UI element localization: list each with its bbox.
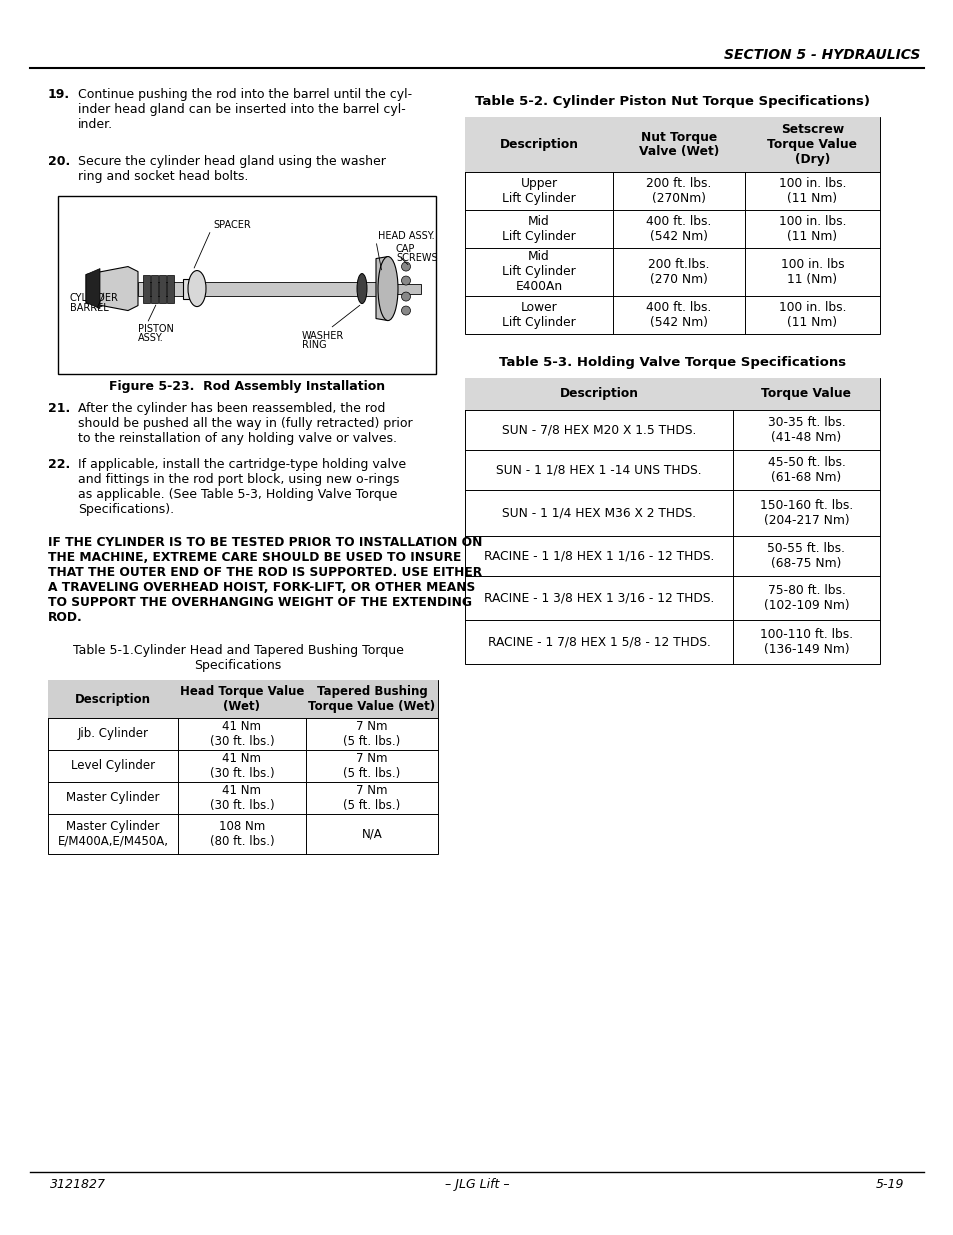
Text: 7 Nm
(5 ft. lbs.): 7 Nm (5 ft. lbs.) bbox=[343, 720, 400, 748]
Circle shape bbox=[401, 277, 410, 285]
Text: 400 ft. lbs.
(542 Nm): 400 ft. lbs. (542 Nm) bbox=[645, 301, 711, 329]
Text: If applicable, install the cartridge-type holding valve
and fittings in the rod : If applicable, install the cartridge-typ… bbox=[78, 458, 406, 516]
Bar bbox=[464, 117, 879, 172]
Ellipse shape bbox=[188, 270, 206, 306]
Text: 7 Nm
(5 ft. lbs.): 7 Nm (5 ft. lbs.) bbox=[343, 752, 400, 781]
Text: IF THE CYLINDER IS TO BE TESTED PRIOR TO INSTALLATION ON
THE MACHINE, EXTREME CA: IF THE CYLINDER IS TO BE TESTED PRIOR TO… bbox=[48, 536, 482, 624]
Text: SUN - 1 1/8 HEX 1 -14 UNS THDS.: SUN - 1 1/8 HEX 1 -14 UNS THDS. bbox=[496, 463, 701, 477]
Text: SPACER: SPACER bbox=[213, 220, 251, 230]
Text: Secure the cylinder head gland using the washer
ring and socket head bolts.: Secure the cylinder head gland using the… bbox=[78, 156, 385, 183]
Polygon shape bbox=[86, 267, 138, 310]
Bar bbox=[183, 279, 196, 299]
Text: 20.: 20. bbox=[48, 156, 71, 168]
Text: CYLINDER: CYLINDER bbox=[70, 293, 119, 303]
Text: Level Cylinder: Level Cylinder bbox=[71, 760, 155, 773]
Circle shape bbox=[401, 291, 410, 301]
Text: RACINE - 1 7/8 HEX 1 5/8 - 12 THDS.: RACINE - 1 7/8 HEX 1 5/8 - 12 THDS. bbox=[487, 636, 710, 648]
Text: PISTON: PISTON bbox=[138, 324, 173, 333]
Polygon shape bbox=[86, 268, 100, 309]
Text: 100 in. lbs.
(11 Nm): 100 in. lbs. (11 Nm) bbox=[778, 177, 845, 205]
Circle shape bbox=[401, 306, 410, 315]
Bar bbox=[159, 274, 166, 303]
Text: – JLG Lift –: – JLG Lift – bbox=[444, 1178, 509, 1191]
Bar bbox=[138, 282, 375, 295]
Bar bbox=[464, 378, 879, 664]
Text: Tapered Bushing
Torque Value (Wet): Tapered Bushing Torque Value (Wet) bbox=[308, 685, 436, 713]
Text: 150-160 ft. lbs.
(204-217 Nm): 150-160 ft. lbs. (204-217 Nm) bbox=[760, 499, 852, 527]
Text: Continue pushing the rod into the barrel until the cyl-
inder head gland can be : Continue pushing the rod into the barrel… bbox=[78, 88, 412, 131]
Text: 22.: 22. bbox=[48, 458, 71, 471]
Text: 108 Nm
(80 ft. lbs.): 108 Nm (80 ft. lbs.) bbox=[210, 820, 274, 848]
Bar bbox=[143, 274, 150, 303]
Text: Table 5-2. Cylinder Piston Nut Torque Specifications): Table 5-2. Cylinder Piston Nut Torque Sp… bbox=[475, 95, 869, 107]
Text: SUN - 7/8 HEX M20 X 1.5 THDS.: SUN - 7/8 HEX M20 X 1.5 THDS. bbox=[501, 424, 696, 436]
Text: RACINE - 1 3/8 HEX 1 3/16 - 12 THDS.: RACINE - 1 3/8 HEX 1 3/16 - 12 THDS. bbox=[483, 592, 714, 604]
Text: 41 Nm
(30 ft. lbs.): 41 Nm (30 ft. lbs.) bbox=[210, 720, 274, 748]
Text: 200 ft. lbs.
(270Nm): 200 ft. lbs. (270Nm) bbox=[645, 177, 711, 205]
Text: N/A: N/A bbox=[361, 827, 382, 841]
Text: Description: Description bbox=[75, 693, 151, 705]
Text: HEAD ASSY.: HEAD ASSY. bbox=[377, 231, 435, 241]
Text: Description: Description bbox=[499, 138, 578, 151]
Text: Master Cylinder: Master Cylinder bbox=[66, 792, 159, 804]
Text: Nut Torque
Valve (Wet): Nut Torque Valve (Wet) bbox=[639, 131, 719, 158]
Text: Description: Description bbox=[558, 388, 638, 400]
Text: SECTION 5 - HYDRAULICS: SECTION 5 - HYDRAULICS bbox=[723, 48, 919, 62]
Bar bbox=[48, 680, 437, 853]
Text: Setscrew
Torque Value
(Dry): Setscrew Torque Value (Dry) bbox=[767, 124, 857, 165]
Text: SUN - 1 1/4 HEX M36 X 2 THDS.: SUN - 1 1/4 HEX M36 X 2 THDS. bbox=[501, 506, 696, 520]
Text: Table 5-1.Cylinder Head and Tapered Bushing Torque
Specifications: Table 5-1.Cylinder Head and Tapered Bush… bbox=[72, 643, 403, 672]
Polygon shape bbox=[375, 257, 388, 321]
Text: RACINE - 1 1/8 HEX 1 1/16 - 12 THDS.: RACINE - 1 1/8 HEX 1 1/16 - 12 THDS. bbox=[483, 550, 714, 562]
Text: 200 ft.lbs.
(270 Nm): 200 ft.lbs. (270 Nm) bbox=[648, 258, 709, 287]
Text: SCREWS: SCREWS bbox=[395, 253, 437, 263]
Text: ASSY.: ASSY. bbox=[138, 332, 164, 342]
Text: 41 Nm
(30 ft. lbs.): 41 Nm (30 ft. lbs.) bbox=[210, 752, 274, 781]
Ellipse shape bbox=[356, 274, 367, 304]
Text: 5-19: 5-19 bbox=[875, 1178, 903, 1191]
Text: Mid
Lift Cylinder
E400An: Mid Lift Cylinder E400An bbox=[501, 251, 576, 294]
Text: 7 Nm
(5 ft. lbs.): 7 Nm (5 ft. lbs.) bbox=[343, 784, 400, 811]
Text: 41 Nm
(30 ft. lbs.): 41 Nm (30 ft. lbs.) bbox=[210, 784, 274, 811]
Text: 100-110 ft. lbs.
(136-149 Nm): 100-110 ft. lbs. (136-149 Nm) bbox=[760, 629, 852, 656]
Bar bbox=[167, 274, 173, 303]
Text: 19.: 19. bbox=[48, 88, 71, 101]
Text: Mid
Lift Cylinder: Mid Lift Cylinder bbox=[501, 215, 576, 243]
Text: 100 in. lbs.
(11 Nm): 100 in. lbs. (11 Nm) bbox=[778, 215, 845, 243]
Text: 100 in. lbs
11 (Nm): 100 in. lbs 11 (Nm) bbox=[780, 258, 843, 287]
Bar bbox=[58, 196, 436, 374]
Text: Head Torque Value
(Wet): Head Torque Value (Wet) bbox=[179, 685, 304, 713]
Text: 400 ft. lbs.
(542 Nm): 400 ft. lbs. (542 Nm) bbox=[645, 215, 711, 243]
Text: 50-55 ft. lbs.
(68-75 Nm): 50-55 ft. lbs. (68-75 Nm) bbox=[767, 542, 844, 571]
Text: 21.: 21. bbox=[48, 403, 71, 415]
Bar bbox=[395, 284, 420, 294]
Text: 45-50 ft. lbs.
(61-68 Nm): 45-50 ft. lbs. (61-68 Nm) bbox=[767, 456, 844, 484]
Circle shape bbox=[401, 262, 410, 270]
Bar bbox=[464, 117, 879, 333]
Text: RING: RING bbox=[302, 340, 326, 350]
Text: 75-80 ft. lbs.
(102-109 Nm): 75-80 ft. lbs. (102-109 Nm) bbox=[763, 584, 848, 613]
Text: Lower
Lift Cylinder: Lower Lift Cylinder bbox=[501, 301, 576, 329]
Text: Upper
Lift Cylinder: Upper Lift Cylinder bbox=[501, 177, 576, 205]
Ellipse shape bbox=[377, 257, 397, 321]
Bar bbox=[464, 378, 879, 410]
Text: Figure 5-23.  Rod Assembly Installation: Figure 5-23. Rod Assembly Installation bbox=[109, 380, 385, 393]
Text: 100 in. lbs.
(11 Nm): 100 in. lbs. (11 Nm) bbox=[778, 301, 845, 329]
Text: Jib. Cylinder: Jib. Cylinder bbox=[77, 727, 149, 741]
Text: Table 5-3. Holding Valve Torque Specifications: Table 5-3. Holding Valve Torque Specific… bbox=[498, 356, 845, 369]
Text: BARREL: BARREL bbox=[70, 303, 109, 312]
Text: 3121827: 3121827 bbox=[50, 1178, 106, 1191]
Text: Master Cylinder
E/M400A,E/M450A,: Master Cylinder E/M400A,E/M450A, bbox=[57, 820, 169, 848]
Bar bbox=[48, 680, 437, 718]
Text: WASHER: WASHER bbox=[302, 331, 344, 341]
Text: Torque Value: Torque Value bbox=[760, 388, 851, 400]
Bar bbox=[151, 274, 158, 303]
Text: CAP: CAP bbox=[395, 245, 415, 254]
Text: After the cylinder has been reassembled, the rod
should be pushed all the way in: After the cylinder has been reassembled,… bbox=[78, 403, 413, 445]
Text: 30-35 ft. lbs.
(41-48 Nm): 30-35 ft. lbs. (41-48 Nm) bbox=[767, 416, 844, 445]
